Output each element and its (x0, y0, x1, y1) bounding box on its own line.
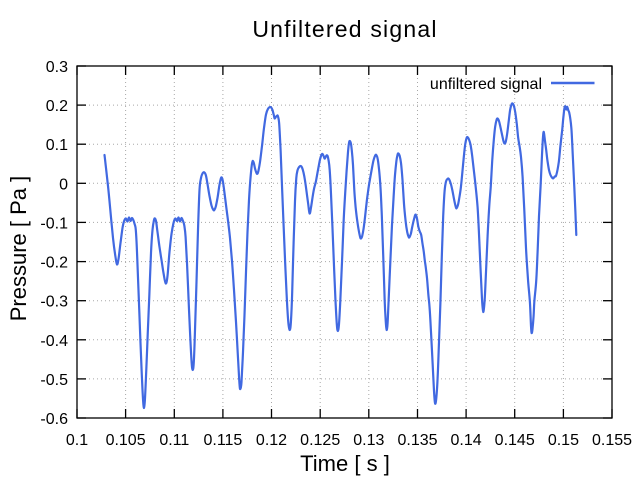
svg-text:-0.6: -0.6 (40, 411, 68, 428)
svg-text:0.125: 0.125 (300, 432, 340, 449)
svg-text:0.15: 0.15 (548, 432, 579, 449)
svg-text:0.11: 0.11 (159, 432, 189, 449)
svg-text:0.1: 0.1 (46, 137, 68, 154)
svg-text:0.2: 0.2 (46, 98, 68, 115)
svg-text:0.1: 0.1 (66, 432, 88, 449)
svg-text:-0.3: -0.3 (40, 294, 68, 311)
svg-text:0.135: 0.135 (397, 432, 437, 449)
svg-text:-0.4: -0.4 (40, 333, 68, 350)
svg-text:unfiltered signal: unfiltered signal (430, 76, 542, 93)
svg-text:0.13: 0.13 (353, 432, 384, 449)
svg-text:0.14: 0.14 (451, 432, 482, 449)
svg-text:Pressure [ Pa ]: Pressure [ Pa ] (6, 176, 31, 322)
svg-text:0.155: 0.155 (592, 432, 632, 449)
svg-text:Time [ s ]: Time [ s ] (300, 451, 390, 476)
svg-text:0.3: 0.3 (46, 59, 68, 76)
svg-text:-0.5: -0.5 (40, 372, 68, 389)
svg-text:0.105: 0.105 (106, 432, 146, 449)
svg-text:Unfiltered signal: Unfiltered signal (252, 16, 437, 42)
svg-text:0: 0 (59, 176, 68, 193)
svg-text:-0.1: -0.1 (40, 215, 68, 232)
svg-text:0.115: 0.115 (203, 432, 242, 449)
svg-text:0.12: 0.12 (256, 432, 287, 449)
svg-text:-0.2: -0.2 (40, 255, 68, 272)
svg-text:0.145: 0.145 (495, 432, 535, 449)
